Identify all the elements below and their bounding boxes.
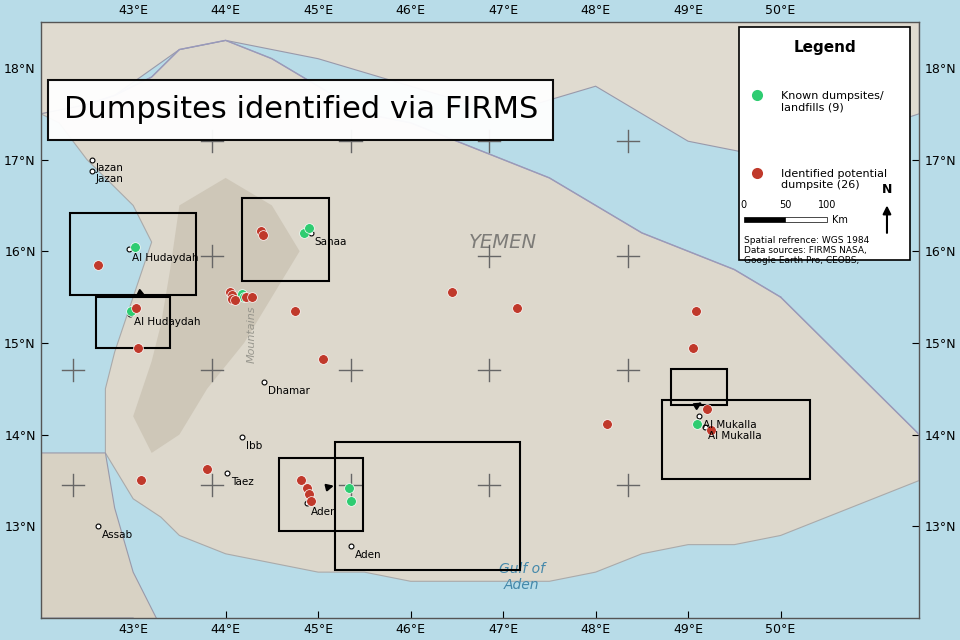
Bar: [279, 458, 363, 531]
Text: 50: 50: [780, 200, 791, 210]
Text: Legend: Legend: [793, 40, 856, 56]
Text: 100: 100: [818, 200, 836, 210]
Text: N: N: [882, 183, 892, 196]
Text: Ibb: Ibb: [246, 441, 262, 451]
Bar: [96, 297, 170, 348]
Text: Dumpsites identified via FIRMS: Dumpsites identified via FIRMS: [63, 95, 539, 124]
Polygon shape: [133, 178, 300, 453]
Bar: [785, 218, 827, 222]
Text: Jazan: Jazan: [95, 163, 123, 173]
Text: Jazan: Jazan: [95, 174, 123, 184]
Polygon shape: [40, 22, 920, 159]
Polygon shape: [40, 40, 920, 581]
Text: 0: 0: [740, 200, 747, 210]
Bar: [744, 218, 785, 222]
Text: Gulf of
Aden: Gulf of Aden: [498, 562, 544, 592]
Bar: [335, 442, 519, 570]
Text: Sanaa: Sanaa: [315, 237, 347, 246]
Text: Al Hudaydah: Al Hudaydah: [134, 317, 201, 327]
Text: Identified potential
dumpsite (26): Identified potential dumpsite (26): [780, 169, 887, 190]
Polygon shape: [40, 453, 180, 640]
Text: Known dumpsites/
landfills (9): Known dumpsites/ landfills (9): [780, 91, 883, 113]
Text: Al Mukalla: Al Mukalla: [708, 431, 762, 441]
Bar: [242, 198, 329, 280]
Text: Aden: Aden: [311, 507, 337, 517]
Bar: [70, 212, 196, 295]
Text: Taez: Taez: [231, 477, 254, 487]
Text: Assab: Assab: [102, 530, 132, 540]
Text: Spatial refrence: WGS 1984
Data sources: FIRMS NASA,
Google Earth Pro, CEOBS,: Spatial refrence: WGS 1984 Data sources:…: [744, 236, 869, 266]
Bar: [739, 27, 910, 260]
Text: Km: Km: [832, 214, 849, 225]
Text: Al Hudaydah: Al Hudaydah: [132, 253, 199, 263]
Bar: [671, 369, 727, 405]
Text: Dhamar: Dhamar: [268, 386, 310, 396]
Text: Al Mukalla: Al Mukalla: [703, 420, 756, 430]
Text: Mountains: Mountains: [247, 305, 256, 362]
Text: YEMEN: YEMEN: [469, 232, 538, 252]
Text: Aden: Aden: [355, 550, 382, 560]
Bar: [662, 400, 810, 479]
